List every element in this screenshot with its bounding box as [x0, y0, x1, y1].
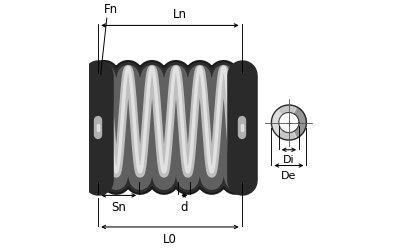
Text: De: De [281, 171, 297, 181]
Text: Sn: Sn [111, 202, 126, 214]
Text: L0: L0 [163, 233, 177, 246]
Text: Ln: Ln [173, 8, 186, 21]
Text: Fn: Fn [105, 3, 118, 16]
Polygon shape [278, 105, 307, 140]
Polygon shape [271, 105, 297, 140]
Text: d: d [181, 202, 188, 214]
Text: Di: Di [283, 155, 295, 165]
Polygon shape [271, 105, 307, 140]
Polygon shape [279, 112, 299, 133]
